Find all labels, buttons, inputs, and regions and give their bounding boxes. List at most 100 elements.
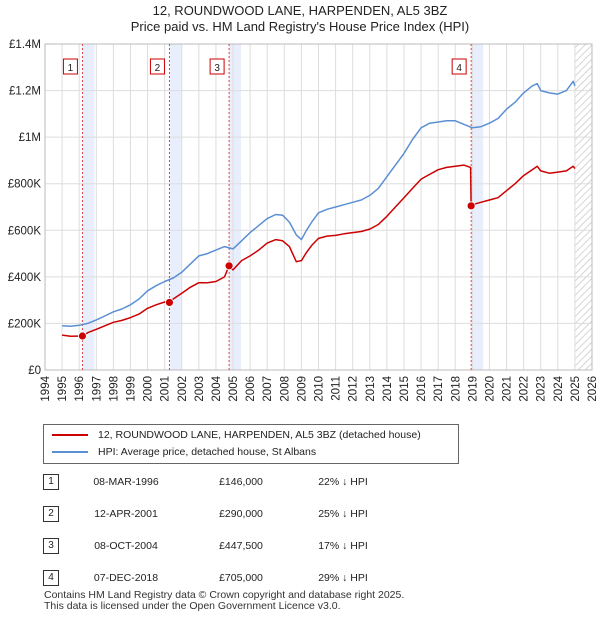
x-tick-label: 2024 <box>553 375 565 401</box>
x-tick-label: 2001 <box>160 376 172 402</box>
x-axis: 1994 1995 1996 1997 1998 1999 2000 2001 2002 2003… <box>40 375 599 401</box>
x-tick-label: 2020 <box>484 376 496 402</box>
sale-date: 08-MAR-1996 <box>93 476 159 488</box>
sale-points <box>78 201 476 341</box>
x-tick-label: 2013 <box>365 376 377 402</box>
sale-periods <box>82 44 592 370</box>
legend-swatch-property <box>52 434 88 436</box>
x-tick-label: 2008 <box>279 376 291 402</box>
x-tick-label: 1996 <box>74 376 86 402</box>
x-tick-label: 2022 <box>519 376 531 402</box>
sale-date: 08-OCT-2004 <box>94 540 158 552</box>
plot-border <box>44 43 593 371</box>
x-tick-label: 2021 <box>502 376 514 402</box>
y-tick-label: £1.2M <box>9 86 41 98</box>
sale-number: 1 <box>43 474 59 490</box>
x-tick-label: 2023 <box>536 376 548 402</box>
x-tick-label: 2016 <box>416 376 428 402</box>
sale-label-box <box>62 58 78 75</box>
x-tick-label: 1999 <box>125 376 137 402</box>
sale-hpi-diff: 25% ↓ HPI <box>318 508 368 520</box>
y-tick-label: £1M <box>19 132 41 144</box>
x-tick-label: 2025 <box>570 376 582 402</box>
legend-entry-hpi: HPI: Average price, detached house, St A… <box>52 444 316 460</box>
sale-period-shade-2 <box>169 44 182 370</box>
future-region <box>574 44 592 370</box>
sale-date: 07-DEC-2018 <box>93 572 159 584</box>
series-line-property <box>62 164 576 337</box>
sale-label-3: 3 <box>209 58 225 75</box>
x-tick-label: 2026 <box>587 376 599 402</box>
chart-title: 12, ROUNDWOOD LANE, HARPENDEN, AL5 3BZ <box>152 3 448 18</box>
sale-period-shade-4 <box>471 44 484 370</box>
sale-period-shade-3 <box>229 44 242 370</box>
x-tick-label: 2011 <box>331 376 343 401</box>
sale-point-2 <box>165 298 174 307</box>
sale-label-1: 1 <box>62 58 78 75</box>
sale-point-4 <box>466 201 476 211</box>
x-tick-label: 2005 <box>228 376 240 402</box>
sale-price: £447,500 <box>219 540 263 552</box>
sale-date: 12-APR-2001 <box>94 508 158 520</box>
x-tick-label: 1997 <box>91 376 103 402</box>
sale-label-box <box>149 58 165 75</box>
sale-row-3: 3 08-OCT-2004 £447,500 17% ↓ HPI <box>43 536 563 556</box>
x-tick-label: 1994 <box>40 375 52 401</box>
x-tick-label: 2004 <box>211 375 223 401</box>
grid-lines <box>44 43 593 371</box>
x-tick-label: 2009 <box>296 376 308 402</box>
legend-entry-property: 12, ROUNDWOOD LANE, HARPENDEN, AL5 3BZ (… <box>52 427 421 443</box>
sale-price: £705,000 <box>219 572 263 584</box>
sale-row-1: 1 08-MAR-1996 £146,000 22% ↓ HPI <box>43 472 563 492</box>
x-tick-label: 2002 <box>177 376 189 402</box>
sale-label-text: 1 <box>68 63 74 74</box>
price-chart: 1 2 3 4 £0 £200K £400K £600K £800K £1M £1.2M £1.4M… <box>8 39 599 402</box>
y-tick-label: £0 <box>28 365 41 377</box>
legend-swatch-hpi <box>52 451 88 453</box>
sale-label-box <box>209 58 225 75</box>
sale-label-4: 4 <box>451 58 467 75</box>
sale-price: £146,000 <box>219 476 263 488</box>
x-tick-label: 1995 <box>57 376 69 402</box>
x-tick-label: 2007 <box>262 376 274 402</box>
sale-point-1 <box>78 331 87 341</box>
y-tick-label: £400K <box>8 272 42 284</box>
x-tick-label: 2003 <box>194 376 206 402</box>
sale-hpi-diff: 29% ↓ HPI <box>318 572 368 584</box>
sale-label-text: 2 <box>155 63 161 74</box>
footer: Contains HM Land Registry data © Crown c… <box>44 590 404 612</box>
sale-number: 2 <box>43 506 59 522</box>
x-tick-label: 2010 <box>314 376 326 402</box>
legend-label-hpi: HPI: Average price, detached house, St A… <box>98 446 317 458</box>
y-tick-label: £800K <box>8 179 42 191</box>
sale-label-box <box>451 58 467 75</box>
sale-price: £290,000 <box>219 508 263 520</box>
sale-hpi-diff: 22% ↓ HPI <box>318 476 368 488</box>
sale-number: 3 <box>43 538 59 554</box>
x-tick-label: 2014 <box>382 375 394 401</box>
y-axis: £0 £200K £400K £600K £800K £1M £1.2M £1.4M <box>8 39 42 377</box>
footer-line-1: Contains HM Land Registry data © Crown c… <box>44 589 405 601</box>
sale-row-4: 4 07-DEC-2018 £705,000 29% ↓ HPI <box>43 568 563 588</box>
x-tick-label: 2015 <box>399 376 411 402</box>
x-tick-label: 1998 <box>108 376 120 402</box>
x-tick-label: 2000 <box>143 376 155 402</box>
footer-line-2: This data is licensed under the Open Gov… <box>44 600 341 612</box>
chart-subtitle: Price paid vs. HM Land Registry's House … <box>130 19 470 34</box>
series-line-hpi <box>62 80 576 327</box>
x-tick-label: 2019 <box>467 376 479 402</box>
sale-labels: 1 2 3 4 <box>62 58 467 75</box>
sale-hpi-diff: 17% ↓ HPI <box>318 540 368 552</box>
x-tick-label: 2006 <box>245 376 257 402</box>
sale-number: 4 <box>43 570 59 586</box>
x-tick-label: 2018 <box>450 376 462 402</box>
sale-label-text: 3 <box>214 63 220 74</box>
legend: 12, ROUNDWOOD LANE, HARPENDEN, AL5 3BZ (… <box>43 424 459 464</box>
sale-label-text: 4 <box>456 63 462 74</box>
sale-point-3 <box>224 261 234 271</box>
legend-label-property: 12, ROUNDWOOD LANE, HARPENDEN, AL5 3BZ (… <box>98 429 421 441</box>
sale-period-shade-1 <box>82 44 95 370</box>
y-tick-label: £600K <box>8 225 42 237</box>
sale-row-2: 2 12-APR-2001 £290,000 25% ↓ HPI <box>43 504 563 524</box>
y-tick-label: £200K <box>8 318 42 330</box>
